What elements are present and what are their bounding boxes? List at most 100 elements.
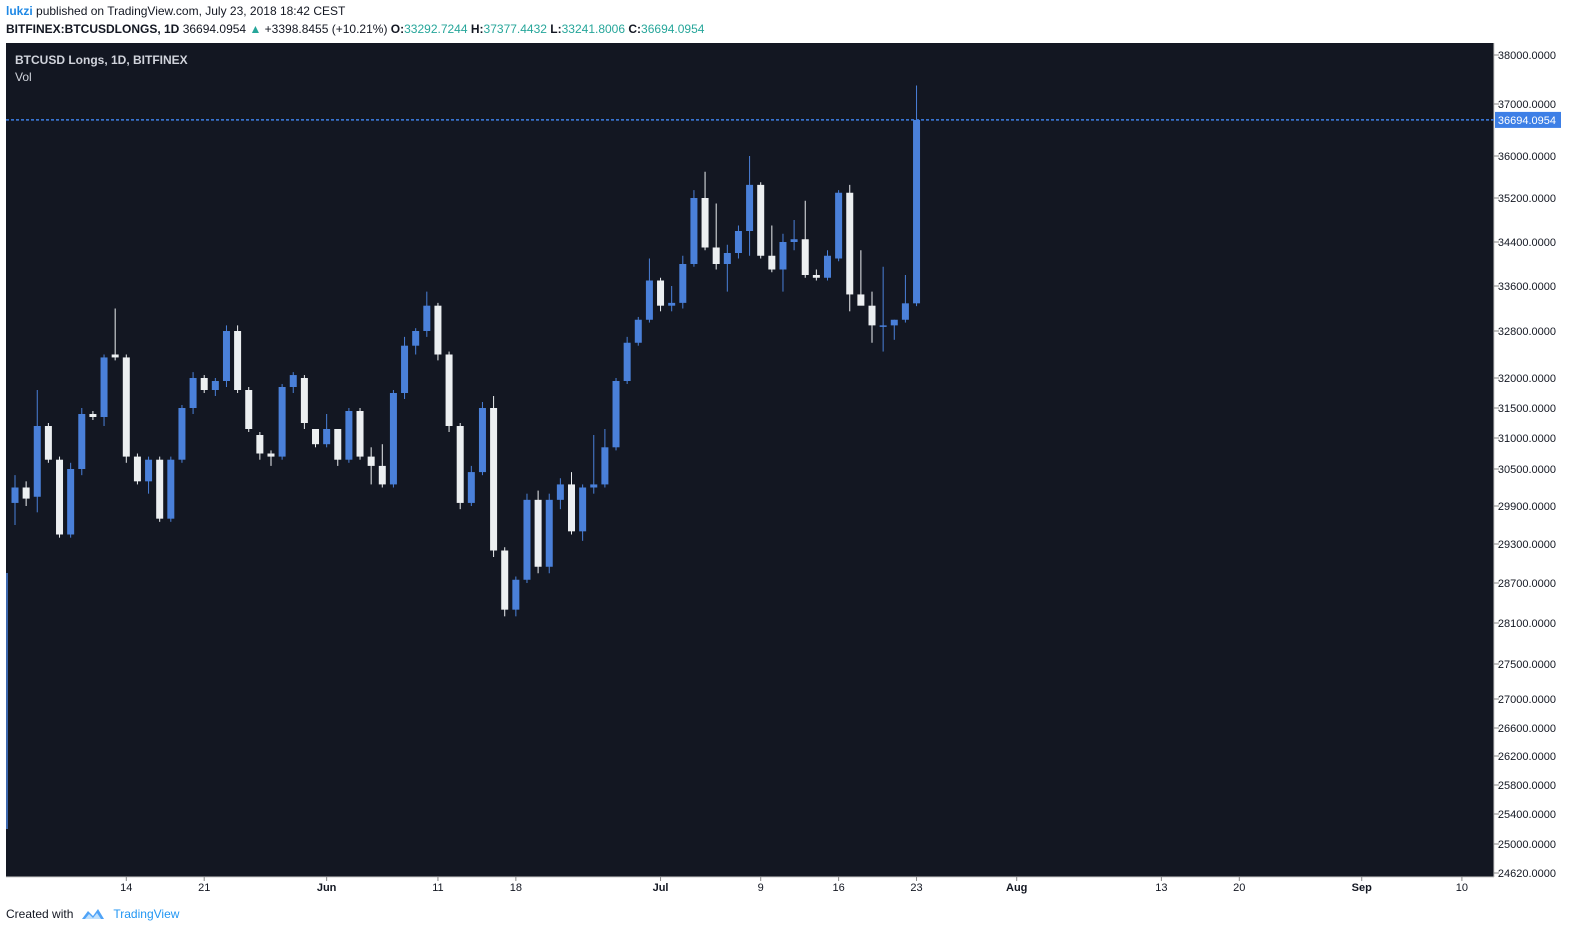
candle-body-up [100, 357, 108, 417]
candle-body-up [467, 472, 475, 503]
candle-body-down [434, 305, 442, 355]
candle-body-up [323, 429, 331, 445]
candle-body-up [545, 499, 553, 567]
candle [334, 429, 342, 466]
candle [67, 462, 75, 538]
price-chart[interactable]: 38000.0000 37000.0000 36000.0000 35200.0000… [6, 43, 1562, 896]
last-price-badge [1495, 111, 1561, 128]
price-tick-label: 28100.0000 [1498, 618, 1556, 630]
candle [690, 190, 698, 267]
candle [668, 286, 676, 312]
candle-body-up [289, 375, 297, 387]
candle-body-down [245, 390, 253, 429]
candle [312, 429, 320, 448]
candle [734, 225, 742, 259]
candle-body-up [634, 319, 642, 343]
candle [256, 432, 264, 460]
candle-body-up [345, 411, 353, 460]
candle-body-up [67, 469, 75, 535]
chart-legend-title: BTCUSD Longs, 1D, BITFINEX [15, 53, 188, 67]
candles-group [11, 85, 921, 617]
author-link[interactable]: lukzi [6, 4, 33, 18]
time-tick-label: 23 [910, 882, 922, 894]
candle-body-down [801, 239, 809, 275]
candle [145, 456, 153, 494]
price-ticks: 38000.0000 37000.0000 36000.0000 35200.0000… [1494, 50, 1556, 880]
price-axis[interactable] [1494, 43, 1562, 877]
candle [267, 450, 275, 466]
price-tick-label: 26200.0000 [1498, 751, 1556, 763]
candle [601, 429, 609, 488]
candle [133, 453, 141, 485]
candle-body-up [389, 393, 397, 485]
candle-body-down [445, 354, 453, 426]
candle-body-up [278, 387, 286, 457]
candle [11, 475, 19, 525]
symbol-name: BITFINEX:BTCUSDLONGS, 1D [6, 22, 180, 36]
time-tick-label: 9 [758, 882, 764, 894]
price-tick-label: 25400.0000 [1498, 809, 1556, 821]
candle-body-up [723, 253, 731, 264]
candle [746, 156, 754, 256]
candle [33, 390, 41, 513]
candle [189, 372, 197, 414]
candle-body-up [512, 579, 520, 610]
candle [757, 182, 765, 259]
price-tick-label: 32800.0000 [1498, 326, 1556, 338]
last-price-label: 36694.0954 [1498, 115, 1556, 127]
tradingview-link[interactable]: TradingView [113, 907, 180, 921]
candle [657, 277, 665, 312]
candle [111, 308, 119, 361]
candle [122, 354, 130, 463]
candle-body-up [913, 119, 921, 304]
price-tick-label: 37000.0000 [1498, 99, 1556, 111]
candle [823, 250, 831, 281]
candle-body-down [568, 484, 575, 532]
time-tick-label: Jul [653, 882, 669, 894]
candle-body-up [734, 231, 742, 253]
candle [356, 408, 364, 460]
price-tick-label: 36000.0000 [1498, 151, 1556, 163]
candle-body-up [668, 302, 676, 306]
close-label: C: [628, 22, 642, 36]
candle [445, 351, 453, 432]
candle-body-down [111, 354, 119, 358]
time-tick-label: Aug [1006, 882, 1027, 894]
candle [568, 472, 575, 535]
candle [634, 316, 642, 346]
candle-body-up [746, 184, 754, 231]
time-axis[interactable] [6, 877, 1562, 896]
candle-body-up [835, 192, 843, 259]
candle [323, 414, 331, 448]
candle-body-up [189, 378, 197, 408]
candle [278, 384, 286, 460]
candle-body-up [401, 345, 409, 393]
candle [790, 220, 798, 251]
candle [835, 190, 843, 262]
candle-body-down [56, 459, 64, 535]
candle-body-up [645, 280, 653, 320]
time-tick-label: 16 [832, 882, 844, 894]
candle [245, 387, 253, 432]
candle-body-up [790, 239, 798, 242]
candle [890, 319, 898, 340]
time-tick-label: Sep [1352, 882, 1372, 894]
candle [456, 423, 464, 510]
candle [44, 423, 52, 463]
candle-body-up [779, 242, 787, 270]
time-tick-label: 11 [432, 882, 443, 894]
price-tick-label: 27500.0000 [1498, 659, 1556, 671]
price-tick-label: 29300.0000 [1498, 539, 1556, 551]
created-with-text: Created with [6, 907, 74, 921]
candle-body-down [89, 414, 97, 417]
time-tick-label: 18 [510, 882, 522, 894]
candle-body-down [256, 435, 264, 454]
candle-body-down [857, 294, 865, 306]
candle-body-up [601, 447, 609, 485]
candle [913, 85, 921, 307]
price-tick-label: 35200.0000 [1498, 193, 1556, 205]
candle [590, 435, 598, 494]
candle [612, 378, 620, 451]
candle-body-down [200, 378, 208, 390]
candle-body-up [412, 331, 420, 346]
